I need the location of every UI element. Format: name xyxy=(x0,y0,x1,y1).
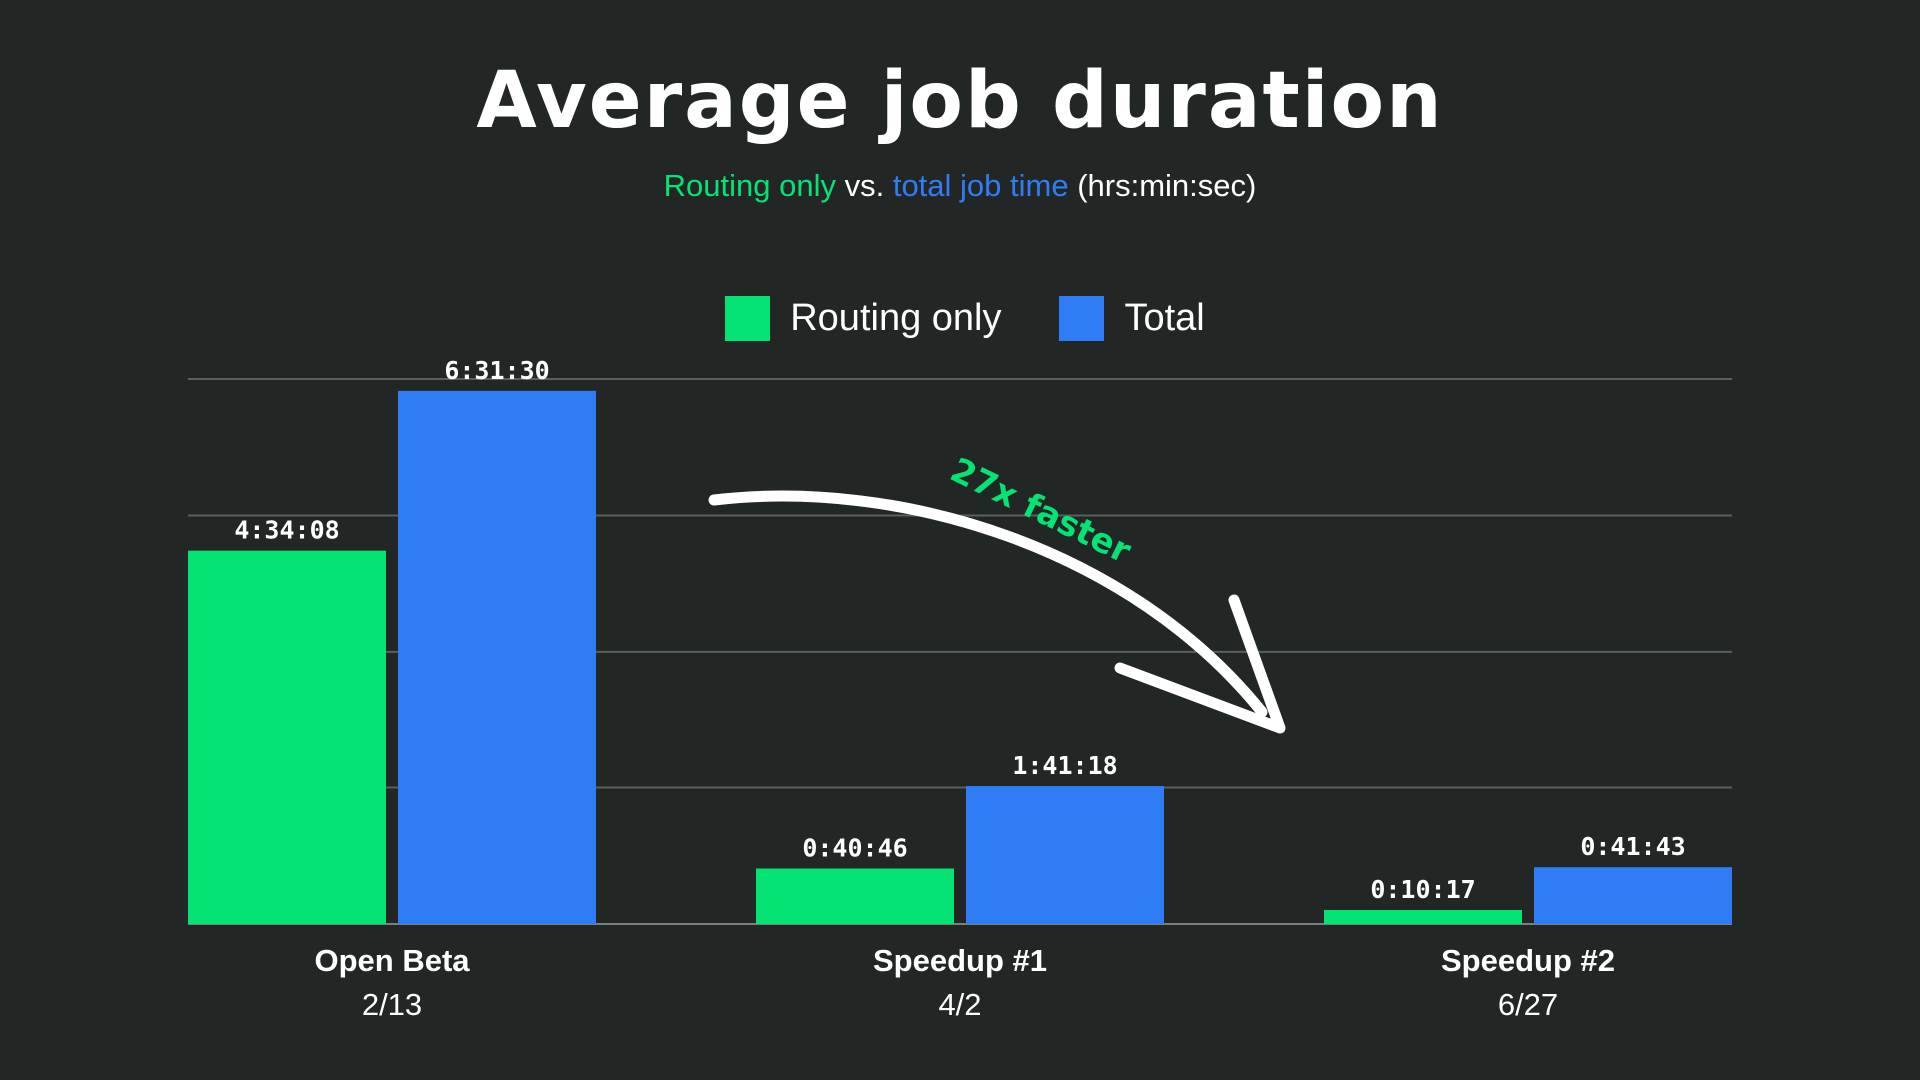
legend-label-total: Total xyxy=(1124,297,1205,339)
value-label-routing-1: 0:40:46 xyxy=(802,833,907,862)
value-label-total-2: 0:41:43 xyxy=(1580,832,1685,861)
legend-swatch-total xyxy=(1059,296,1105,341)
value-label-total-1: 1:41:18 xyxy=(1012,751,1117,780)
bar-routing-0 xyxy=(188,550,386,924)
value-labels: 4:34:08 6:31:30 0:40:46 1:41:18 0:10:17 0:41:… xyxy=(234,356,1685,904)
arrow-head xyxy=(1114,594,1286,734)
chart-subtitle: Routing only vs. total job time (hrs:min… xyxy=(0,168,1920,204)
category-label-1: Speedup #1 xyxy=(873,943,1047,978)
category-date-1: 4/2 xyxy=(938,987,981,1022)
annotation: 27x faster xyxy=(708,450,1286,734)
chart-title: Average job duration xyxy=(476,56,1444,146)
category-date-0: 2/13 xyxy=(362,987,422,1022)
subtitle-units: (hrs:min:sec) xyxy=(1068,168,1257,203)
value-label-routing-0: 4:34:08 xyxy=(234,516,339,545)
bar-total-0 xyxy=(398,390,596,924)
speedup-arrow xyxy=(708,490,1268,718)
bars xyxy=(188,390,1732,924)
category-label-2: Speedup #2 xyxy=(1441,943,1615,978)
legend-swatch-routing xyxy=(725,296,771,341)
subtitle-total: total job time xyxy=(892,168,1069,203)
legend-label-routing: Routing only xyxy=(790,297,1002,339)
value-label-routing-2: 0:10:17 xyxy=(1370,875,1475,904)
value-label-total-0: 6:31:30 xyxy=(444,356,549,385)
legend-item-total: Total xyxy=(1059,296,1205,341)
category-date-2: 6/27 xyxy=(1498,987,1558,1022)
bar-routing-1 xyxy=(756,868,954,924)
legend: Routing only Total xyxy=(0,296,1920,341)
legend-item-routing: Routing only xyxy=(725,296,1001,341)
subtitle-vs: vs. xyxy=(835,168,893,203)
subtitle-routing: Routing only xyxy=(663,168,836,203)
category-label-0: Open Beta xyxy=(314,943,470,978)
category-labels: Open Beta 2/13 Speedup #1 4/2 Speedup #2 6/27 xyxy=(314,943,1615,1022)
bar-routing-2 xyxy=(1324,909,1522,924)
bar-total-2 xyxy=(1534,867,1732,924)
bar-total-1 xyxy=(966,786,1164,924)
